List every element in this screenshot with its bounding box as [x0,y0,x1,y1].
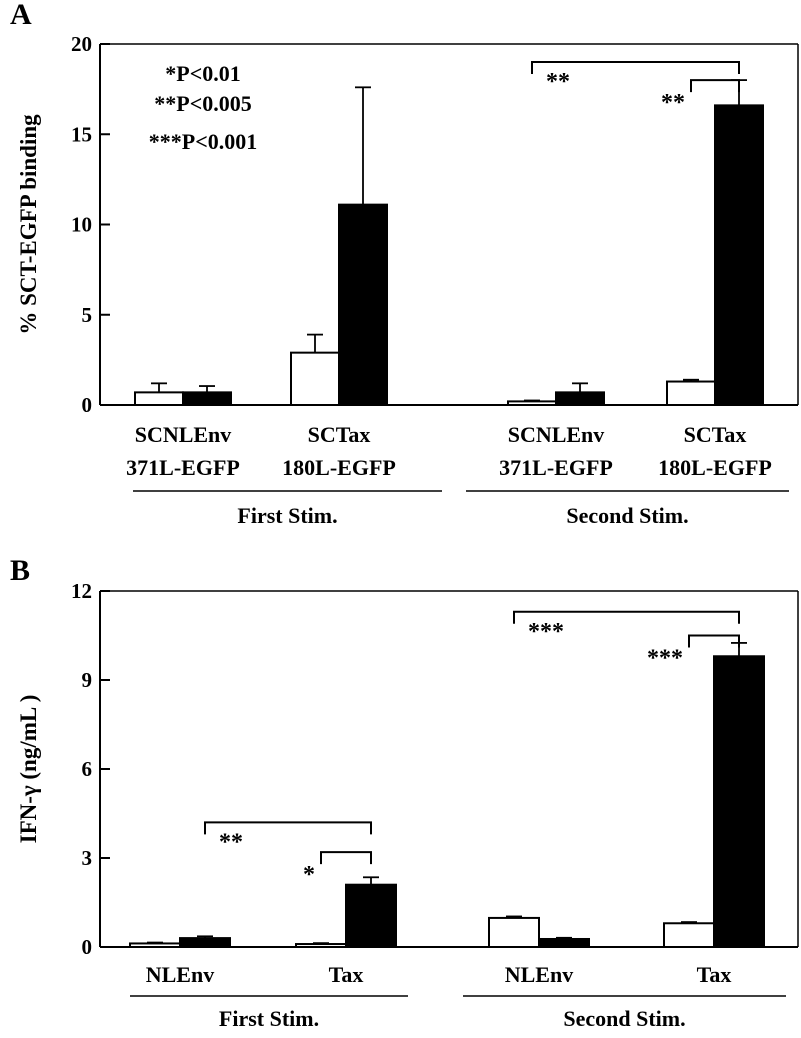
panel-b-ytick-label: 0 [82,935,93,959]
panel-a-ytick-label: 20 [71,32,92,56]
panel-a-category-label: SCNLEnv [508,422,605,447]
panel-a-ytick-label: 15 [71,122,92,146]
panel-a-category-label: 371L-EGFP [499,455,613,480]
panel-a-significance-label: ** [661,90,685,116]
panel-b-group-label: Second Stim. [563,1006,685,1031]
panel-a-bar-open [290,351,340,406]
panel-a-pvalue-legend-line: **P<0.005 [154,91,251,116]
panel-b-ytick-label: 3 [82,846,93,870]
panel-b-significance-label: * [303,862,315,888]
panel-a-bar-filled [338,203,388,406]
panel-b-bar-filled [345,883,397,949]
panel-b-bar-open [488,916,540,949]
panel-a-ytick-label: 5 [82,303,93,327]
panel-a-category-label: 371L-EGFP [126,455,240,480]
panel-a-ytick-label: 0 [82,393,93,417]
panel-b-significance-bracket [688,634,740,648]
panel-b-bar-filled [713,655,765,948]
panel-b-significance-label: ** [219,829,243,855]
panel-b-group-label: First Stim. [219,1006,319,1031]
panel-b: B 0 3 6 9 12 IFN-γ (ng/mL ) NLEnv Tax NLEnv Tax Fir… [10,554,799,1031]
panel-b-bar-open [295,943,347,948]
panel-a-bar-filled [182,391,232,406]
panel-a-significance-bracket [690,79,740,93]
panel-a-bar-open [507,400,557,407]
panel-b-bar-open [129,942,181,949]
panel-a-bar-open [666,380,716,407]
panel-b-category-label: NLEnv [146,962,214,987]
panel-b-significance-bracket [513,610,740,624]
panel-a-ytick-label: 10 [71,213,92,237]
panel-a-group-label: First Stim. [237,503,337,528]
panel-b-bar-filled [538,937,590,948]
panel-a-category-label: SCTax [684,422,747,447]
panel-a-group-label: Second Stim. [566,503,688,528]
panel-a: A 0 5 10 15 20 % SCT-EGFP binding SCNLEnv 371L-E… [10,0,799,528]
panel-a-category-label: SCNLEnv [135,422,232,447]
panel-a-pvalue-legend-line: *P<0.01 [165,61,240,86]
panel-b-ytick-label: 12 [71,579,92,603]
panel-b-ytick-label: 9 [82,668,93,692]
panel-a-bar-filled [714,104,764,407]
panel-a-letter: A [10,0,32,31]
panel-a-bar-open [134,391,184,406]
panel-a-category-label: 180L-EGFP [658,455,772,480]
panel-b-letter: B [10,554,30,587]
panel-a-significance-bracket [531,61,740,75]
panel-a-category-label: SCTax [308,422,371,447]
panel-b-significance-label: *** [647,646,683,672]
panel-b-category-label: Tax [697,962,732,987]
panel-b-bar-filled [179,937,231,948]
panel-a-significance-label: ** [546,69,570,95]
panel-b-bar-open [663,922,715,948]
panel-a-y-axis-label: % SCT-EGFP binding [16,114,41,335]
panel-b-category-label: Tax [329,962,364,987]
panel-b-significance-bracket [204,821,372,835]
panel-a-pvalue-legend-line: ***P<0.001 [149,129,257,154]
panel-a-bar-filled [555,391,605,406]
panel-b-y-axis-label: IFN-γ (ng/mL ) [16,695,41,844]
panel-b-ytick-label: 6 [82,757,93,781]
panel-b-significance-bracket [320,851,372,865]
panel-b-category-label: NLEnv [505,962,573,987]
panel-b-significance-label: *** [528,619,564,645]
panel-a-category-label: 180L-EGFP [282,455,396,480]
